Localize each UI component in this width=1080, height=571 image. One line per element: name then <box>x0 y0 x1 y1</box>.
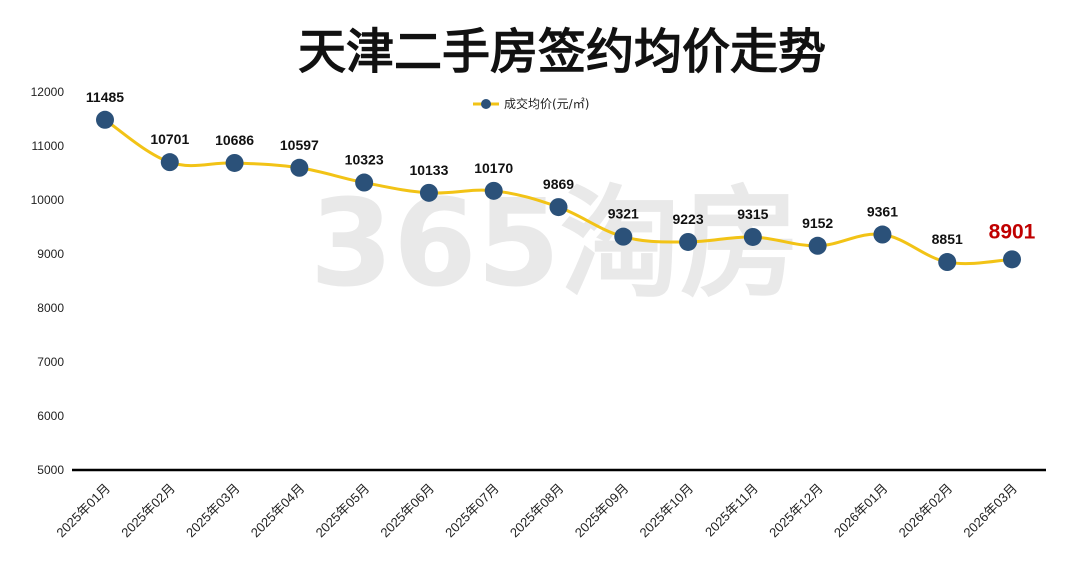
x-tick-label: 2025年10月 <box>637 481 697 541</box>
data-label: 10701 <box>150 131 189 147</box>
x-tick-label: 2025年09月 <box>572 481 632 541</box>
x-tick-label: 2026年01月 <box>831 481 891 541</box>
x-tick-label: 2025年11月 <box>702 481 761 540</box>
x-tick-label: 2025年04月 <box>248 481 308 541</box>
x-tick-label: 2025年08月 <box>507 481 567 541</box>
data-label: 10170 <box>474 160 513 176</box>
data-point <box>225 153 244 172</box>
data-point <box>549 198 568 217</box>
data-label: 10597 <box>280 137 319 153</box>
x-tick-label: 2025年05月 <box>313 481 373 541</box>
x-tick-label: 2026年03月 <box>960 481 1020 541</box>
data-point <box>1003 250 1021 269</box>
x-tick-label: 2025年12月 <box>766 481 826 541</box>
data-labels: 11485 10701 10686 10597 10323 10133 10170 9869 9… <box>86 89 1036 247</box>
legend: 成交均价(元/㎡) <box>473 96 589 111</box>
data-point <box>160 153 179 172</box>
x-tick-label: 2025年01月 <box>53 481 113 541</box>
y-tick-label: 8000 <box>37 301 64 315</box>
data-label: 9361 <box>867 204 898 220</box>
x-axis: 2025年01月 2025年02月 2025年03月 2025年04月 2025年05月… <box>53 481 1020 541</box>
data-point <box>614 227 633 246</box>
data-point <box>96 110 114 129</box>
data-label: 10686 <box>215 132 254 148</box>
y-tick-label: 7000 <box>37 355 64 369</box>
data-point <box>355 173 374 192</box>
markers <box>96 110 1021 272</box>
data-point <box>743 227 762 246</box>
data-label: 9321 <box>608 206 639 222</box>
watermark: 365淘房 <box>310 175 801 314</box>
x-tick-label: 2025年06月 <box>377 481 437 541</box>
data-point <box>938 253 957 272</box>
data-label: 9869 <box>543 176 574 192</box>
legend-label: 成交均价(元/㎡) <box>504 96 589 111</box>
data-label: 8851 <box>932 231 963 247</box>
data-point <box>290 158 309 177</box>
y-axis: 5000 6000 7000 8000 9000 10000 11000 12000 <box>31 85 65 477</box>
y-tick-label: 12000 <box>31 85 65 99</box>
x-tick-label: 2025年07月 <box>442 481 502 541</box>
y-tick-label: 10000 <box>31 193 65 207</box>
data-point <box>484 181 503 200</box>
data-label: 11485 <box>86 89 124 105</box>
chart-title: 天津二手房签约均价走势 <box>298 24 826 80</box>
data-point <box>808 236 827 255</box>
y-tick-label: 9000 <box>37 247 64 261</box>
data-point <box>873 225 892 244</box>
x-tick-label: 2026年02月 <box>896 481 956 541</box>
y-tick-label: 11000 <box>32 139 65 153</box>
data-point <box>419 183 438 202</box>
data-label: 10323 <box>345 152 384 168</box>
y-tick-label: 5000 <box>37 463 64 477</box>
data-point <box>679 232 698 251</box>
data-label: 9152 <box>802 215 833 231</box>
x-tick-label: 2025年03月 <box>183 481 243 541</box>
data-label: 9315 <box>737 206 768 222</box>
data-label: 9223 <box>672 211 703 227</box>
x-tick-label: 2025年02月 <box>118 481 178 541</box>
data-label: 10133 <box>409 162 448 178</box>
legend-marker <box>481 99 491 109</box>
y-tick-label: 6000 <box>37 409 64 423</box>
data-label-highlight: 8901 <box>989 220 1036 243</box>
